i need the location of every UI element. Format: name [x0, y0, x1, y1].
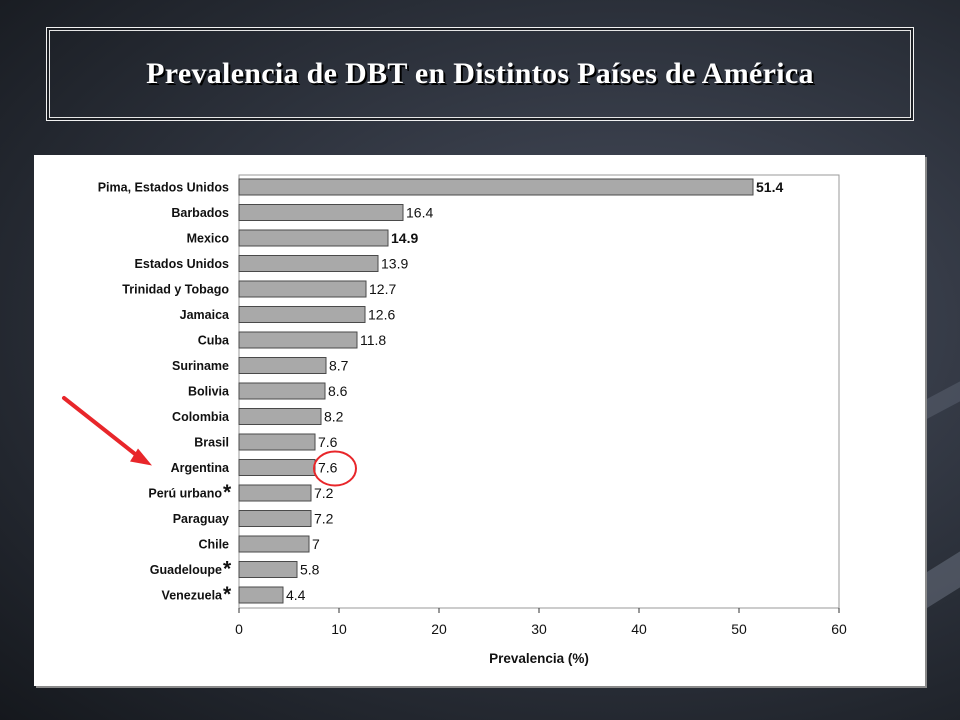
- category-label-peru-urbano: Perú urbano: [148, 487, 222, 501]
- value-label-trinidad-y-tobago: 12.7: [369, 281, 396, 297]
- value-label-barbados: 16.4: [406, 205, 433, 221]
- category-label-bolivia: Bolivia: [188, 385, 230, 399]
- bar-estados-unidos: [238, 255, 379, 272]
- bar-chart: Pima, Estados Unidos 51.4 Barbados 16.4 Mexi…: [62, 174, 847, 666]
- value-label-bolivia: 8.6: [328, 383, 348, 399]
- bar-peru-urbano: [238, 484, 312, 502]
- x-tick-label-40: 40: [631, 621, 647, 637]
- category-label-guadeloupe: Guadeloupe: [150, 563, 222, 577]
- value-label-suriname: 8.7: [329, 358, 349, 374]
- value-label-guadeloupe: 5.8: [300, 562, 320, 578]
- bar-chile: [238, 535, 310, 553]
- value-label-pima-estados-unidos: 51.4: [756, 179, 783, 195]
- category-label-trinidad-y-tobago: Trinidad y Tobago: [122, 283, 229, 297]
- category-label-mexico: Mexico: [187, 232, 230, 246]
- bar-argentina: [238, 459, 316, 476]
- chart-panel: Pima, Estados Unidos 51.4 Barbados 16.4 Mexi…: [34, 155, 925, 686]
- category-label-chile: Chile: [198, 538, 229, 552]
- bar-suriname: [238, 357, 327, 374]
- red-arrow-head: [130, 448, 152, 466]
- bar-guadeloupe: [238, 561, 298, 578]
- category-label-suriname: Suriname: [172, 359, 229, 373]
- value-label-argentina: 7.6: [318, 460, 338, 476]
- asterisk-mark: *: [223, 558, 232, 581]
- value-label-brasil: 7.6: [318, 434, 338, 450]
- category-label-jamaica: Jamaica: [180, 308, 230, 322]
- x-tick-label-20: 20: [431, 621, 447, 637]
- bar-barbados: [238, 204, 404, 221]
- x-tick-label-0: 0: [235, 621, 243, 637]
- bar-pima-estados-unidos: [238, 178, 754, 196]
- value-label-paraguay: 7.2: [314, 511, 334, 527]
- category-label-colombia: Colombia: [172, 410, 230, 424]
- bar-paraguay: [238, 510, 312, 527]
- bar-colombia: [238, 408, 322, 425]
- asterisk-mark: *: [223, 583, 232, 606]
- value-label-chile: 7: [312, 536, 320, 552]
- value-label-jamaica: 12.6: [368, 307, 395, 323]
- value-label-mexico: 14.9: [391, 230, 418, 246]
- slide-title: Prevalencia de DBT en Distintos Países d…: [146, 57, 814, 90]
- category-label-cuba: Cuba: [198, 334, 230, 348]
- bar-trinidad-y-tobago: [238, 280, 367, 298]
- category-label-argentina: Argentina: [171, 461, 230, 475]
- x-tick-label-60: 60: [831, 621, 847, 637]
- red-arrow: [62, 396, 144, 462]
- bar-cuba: [238, 331, 358, 349]
- highlight-circle: [313, 450, 357, 487]
- category-label-brasil: Brasil: [194, 436, 229, 450]
- background-decoration: [926, 551, 960, 609]
- bar-jamaica: [238, 306, 366, 323]
- bar-venezuela: [238, 586, 284, 604]
- x-tick-label-30: 30: [531, 621, 547, 637]
- category-label-pima-estados-unidos: Pima, Estados Unidos: [98, 181, 229, 195]
- value-label-peru-urbano: 7.2: [314, 485, 334, 501]
- category-label-barbados: Barbados: [171, 206, 229, 220]
- category-label-paraguay: Paraguay: [173, 512, 229, 526]
- value-label-venezuela: 4.4: [286, 587, 306, 603]
- value-label-estados-unidos: 13.9: [381, 256, 408, 272]
- value-label-cuba: 11.8: [360, 332, 386, 348]
- x-axis-title: Prevalencia (%): [489, 651, 589, 666]
- category-label-estados-unidos: Estados Unidos: [135, 257, 230, 271]
- title-frame: Prevalencia de DBT en Distintos Países d…: [46, 27, 914, 121]
- background-decoration: [920, 381, 960, 423]
- bar-mexico: [238, 229, 389, 247]
- category-label-venezuela: Venezuela: [162, 589, 223, 603]
- bar-bolivia: [238, 382, 326, 400]
- value-label-colombia: 8.2: [324, 409, 344, 425]
- bar-brasil: [238, 433, 316, 451]
- x-tick-label-50: 50: [731, 621, 747, 637]
- asterisk-mark: *: [223, 481, 232, 504]
- x-tick-label-10: 10: [331, 621, 347, 637]
